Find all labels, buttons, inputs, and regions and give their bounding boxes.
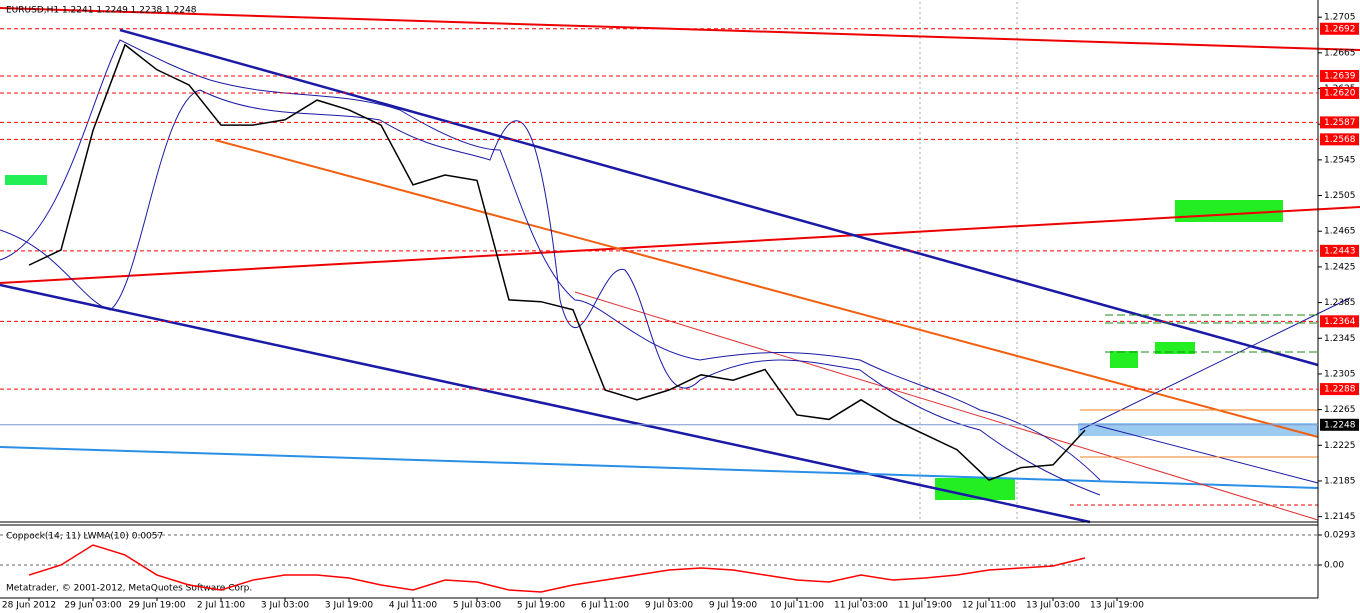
level-tag <box>1320 315 1359 328</box>
level-label: 1.2568 <box>1324 135 1356 145</box>
zone <box>1175 200 1283 222</box>
x-tick-label: 28 Jun 2012 <box>2 601 56 611</box>
level-tag <box>1320 86 1359 99</box>
level-label: 1.2639 <box>1324 72 1356 82</box>
zone <box>1155 342 1195 354</box>
y-tick-label: 0.00 <box>1324 560 1344 570</box>
x-tick-label: 9 Jul 19:00 <box>709 601 758 611</box>
level-tag <box>1320 116 1359 129</box>
zone <box>5 175 47 185</box>
x-tick-label: 9 Jul 03:00 <box>645 601 694 611</box>
copyright: Metatrader, © 2001-2012, MetaQuotes Soft… <box>6 584 252 594</box>
channel-line <box>0 283 1091 524</box>
band-line <box>0 89 1101 496</box>
bid-label: 1.2248 <box>1324 420 1356 430</box>
level-tag <box>1320 133 1359 146</box>
chart-title: EURUSD,H1 1.2241 1.2249 1.2238 1.2248 <box>6 6 197 16</box>
trend-line <box>574 291 1319 521</box>
y-tick-label: 1.2665 <box>1324 48 1356 58</box>
level-label: 1.2443 <box>1324 246 1356 256</box>
price-line <box>28 544 1086 593</box>
x-tick-label: 13 Jul 03:00 <box>1026 601 1080 611</box>
y-tick-label: 1.2505 <box>1324 191 1356 201</box>
level-tag <box>1320 244 1359 257</box>
level-label: 1.2364 <box>1324 317 1356 327</box>
x-tick-label: 2 Jul 11:00 <box>197 601 246 611</box>
y-tick-label: 1.2305 <box>1324 369 1356 379</box>
y-tick-label: 1.2465 <box>1324 227 1356 237</box>
y-tick-label: 1.2345 <box>1324 334 1356 344</box>
level-tag <box>1320 22 1359 35</box>
trend-line <box>1094 424 1319 484</box>
level-tag <box>1320 70 1359 83</box>
zone <box>1078 423 1318 436</box>
band-line <box>0 39 1101 481</box>
y-tick-label: 1.2265 <box>1324 405 1356 415</box>
trend-line <box>1079 297 1351 431</box>
y-tick-label: 1.2545 <box>1324 155 1356 165</box>
y-tick-label: 1.2145 <box>1324 512 1356 522</box>
y-tick-label: 1.2705 <box>1324 13 1356 23</box>
x-tick-label: 12 Jul 11:00 <box>962 601 1016 611</box>
level-label: 1.2692 <box>1324 24 1356 34</box>
zone <box>935 478 1015 500</box>
x-tick-label: 29 Jun 19:00 <box>128 601 185 611</box>
x-tick-label: 5 Jul 03:00 <box>453 601 502 611</box>
x-tick-label: 13 Jul 19:00 <box>1090 601 1144 611</box>
x-tick-label: 6 Jul 11:00 <box>581 601 630 611</box>
x-tick-label: 3 Jul 19:00 <box>325 601 374 611</box>
level-tag <box>1320 383 1359 396</box>
zone <box>1110 351 1138 368</box>
y-tick-label: 1.2225 <box>1324 441 1356 451</box>
x-tick-label: 11 Jul 19:00 <box>898 601 952 611</box>
y-tick-label: 1.2385 <box>1324 298 1356 308</box>
x-tick-label: 4 Jul 11:00 <box>389 601 438 611</box>
level-label: 1.2620 <box>1324 88 1356 98</box>
trend-line <box>0 206 1360 284</box>
x-tick-label: 3 Jul 03:00 <box>261 601 310 611</box>
channel-line <box>119 28 1319 367</box>
price-line <box>28 43 1086 481</box>
y-tick-label: 1.2185 <box>1324 476 1356 486</box>
level-label: 1.2288 <box>1324 385 1356 395</box>
x-tick-label: 5 Jul 19:00 <box>517 601 566 611</box>
trend-line <box>214 139 1319 438</box>
indicator-title: Coppock(14, 11) LWMA(10) 0.0057 <box>6 532 163 542</box>
y-tick-label: 0.0293 <box>1324 530 1356 540</box>
x-tick-label: 11 Jul 03:00 <box>834 601 888 611</box>
bid-tag <box>1320 418 1359 431</box>
y-tick-label: 1.2425 <box>1324 262 1356 272</box>
level-label: 1.2587 <box>1324 118 1356 128</box>
x-tick-label: 10 Jul 11:00 <box>770 601 824 611</box>
x-tick-label: 29 Jun 03:00 <box>64 601 121 611</box>
support-line <box>0 446 1319 489</box>
